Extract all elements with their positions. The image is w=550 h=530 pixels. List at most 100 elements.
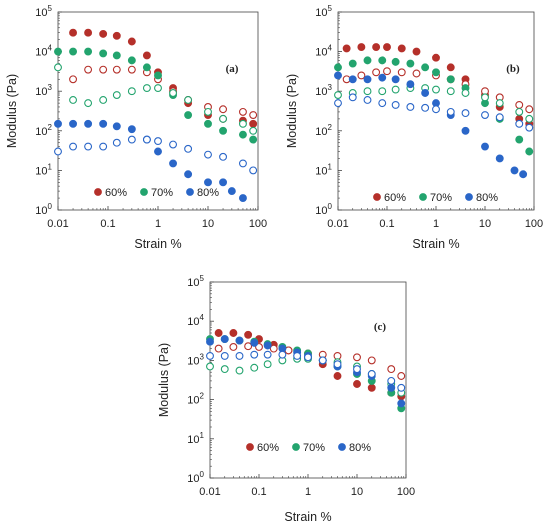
legend-label: 80% bbox=[349, 442, 371, 454]
data-point bbox=[142, 84, 151, 93]
data-point bbox=[84, 99, 93, 108]
data-point bbox=[515, 107, 524, 116]
legend-marker bbox=[338, 443, 346, 451]
data-point bbox=[84, 28, 93, 37]
data-point bbox=[238, 130, 247, 139]
data-point bbox=[154, 84, 162, 93]
data-point bbox=[250, 338, 259, 347]
chart-panel-2: 0.01 0.1 1 10 100 100 101 102 103 104 105 Strain % M… bbox=[285, 4, 543, 251]
data-point bbox=[204, 178, 212, 187]
data-point bbox=[184, 111, 193, 119]
data-point bbox=[397, 68, 406, 77]
data-point bbox=[353, 353, 361, 362]
y-tick-label: 103 bbox=[35, 83, 52, 98]
legend-marker bbox=[419, 193, 427, 201]
data-point bbox=[461, 109, 470, 118]
data-point bbox=[412, 47, 421, 56]
data-point bbox=[495, 113, 504, 122]
data-point bbox=[99, 96, 108, 104]
data-point bbox=[461, 89, 470, 97]
legend-label: 70% bbox=[430, 192, 452, 204]
data-point bbox=[127, 56, 136, 65]
series-80pct-open bbox=[206, 350, 406, 392]
panel-label: (c) bbox=[374, 321, 387, 333]
data-point bbox=[127, 125, 136, 134]
data-point bbox=[54, 47, 62, 56]
data-point bbox=[378, 73, 387, 82]
data-point bbox=[238, 159, 247, 168]
data-point bbox=[250, 363, 259, 372]
data-point bbox=[204, 107, 212, 116]
data-point bbox=[235, 351, 244, 360]
data-point bbox=[184, 144, 193, 153]
data-point bbox=[112, 31, 121, 40]
data-point bbox=[69, 96, 78, 104]
data-point bbox=[446, 75, 455, 84]
data-point bbox=[127, 135, 136, 144]
data-point bbox=[387, 365, 396, 374]
data-point bbox=[250, 350, 259, 359]
data-point bbox=[269, 344, 278, 353]
data-point bbox=[432, 105, 440, 114]
y-axis-label: Modulus (Pa) bbox=[5, 74, 19, 148]
data-point bbox=[348, 93, 357, 102]
data-point bbox=[406, 80, 415, 89]
data-point bbox=[249, 119, 258, 128]
legend-label: 80% bbox=[197, 187, 219, 199]
data-point bbox=[304, 353, 312, 362]
data-point bbox=[219, 126, 228, 135]
data-point bbox=[219, 105, 228, 114]
data-point bbox=[353, 380, 361, 388]
data-point bbox=[263, 360, 272, 369]
x-tick-label: 1 bbox=[305, 486, 311, 498]
data-point bbox=[333, 372, 342, 380]
data-point bbox=[84, 142, 93, 151]
data-point bbox=[363, 87, 372, 96]
series-80pct-open bbox=[54, 135, 258, 175]
data-point bbox=[363, 75, 372, 84]
legend-marker bbox=[292, 443, 300, 451]
chart-panel-1: 0.01 0.1 1 10 100 100 101 102 103 104 105 Strain % M… bbox=[5, 4, 267, 251]
y-tick-label: 102 bbox=[35, 123, 52, 138]
y-tick-label: 104 bbox=[187, 313, 204, 328]
y-tick-label: 105 bbox=[187, 274, 204, 289]
data-point bbox=[69, 142, 78, 151]
data-point bbox=[348, 59, 357, 68]
data-point bbox=[278, 350, 287, 359]
x-axis-label: Strain % bbox=[412, 237, 459, 251]
data-point bbox=[229, 329, 238, 337]
data-point bbox=[391, 85, 400, 94]
series-60pct-filled bbox=[214, 329, 406, 401]
data-point bbox=[293, 351, 302, 360]
x-axis-label: Strain % bbox=[134, 237, 181, 251]
data-point bbox=[142, 135, 151, 144]
data-point bbox=[249, 126, 258, 135]
data-point bbox=[421, 89, 430, 97]
data-point bbox=[227, 187, 236, 196]
data-point bbox=[333, 360, 342, 369]
data-point bbox=[220, 335, 229, 344]
data-point bbox=[525, 123, 534, 132]
data-point bbox=[397, 383, 406, 392]
chart-panel-3: 0.01 0.1 1 10 100 100 101 102 103 104 105 Strain % M… bbox=[157, 274, 415, 524]
data-point bbox=[244, 342, 253, 351]
x-tick-label: 0.01 bbox=[47, 218, 68, 230]
data-point bbox=[461, 126, 470, 135]
legend-marker bbox=[186, 188, 194, 196]
y-tick-label: 101 bbox=[187, 431, 204, 446]
data-point bbox=[383, 67, 391, 76]
x-tick-label: 0.1 bbox=[379, 218, 394, 230]
data-point bbox=[510, 166, 519, 175]
data-point bbox=[525, 114, 534, 123]
data-point bbox=[169, 159, 178, 168]
data-point bbox=[69, 47, 78, 56]
data-point bbox=[99, 49, 108, 58]
data-point bbox=[112, 91, 121, 99]
data-point bbox=[391, 57, 400, 66]
panel-label: (b) bbox=[506, 63, 520, 75]
data-point bbox=[391, 75, 400, 84]
data-point bbox=[99, 119, 108, 128]
data-point bbox=[383, 43, 391, 52]
legend-label: 80% bbox=[476, 192, 498, 204]
data-point bbox=[206, 351, 214, 360]
